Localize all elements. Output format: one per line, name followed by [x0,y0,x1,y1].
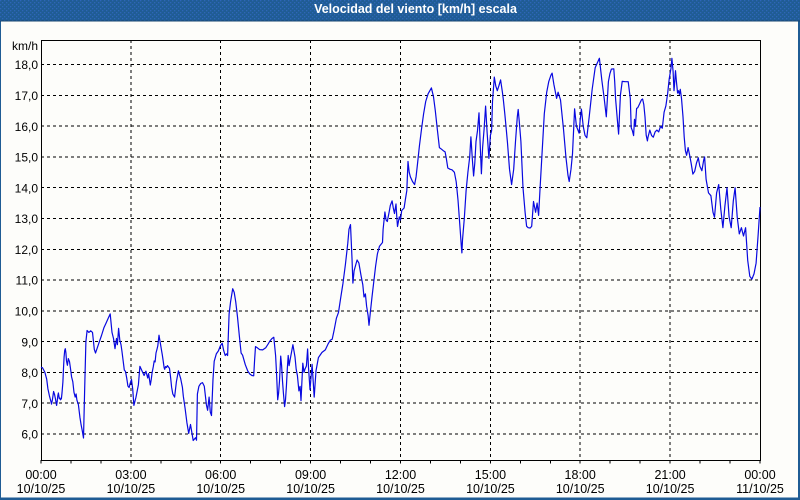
svg-text:11,0: 11,0 [16,274,39,288]
svg-text:10/10/25: 10/10/25 [556,482,605,496]
svg-text:10/10/25: 10/10/25 [286,482,335,496]
svg-text:11/10/25: 11/10/25 [736,482,784,496]
svg-text:6,0: 6,0 [21,428,38,442]
svg-text:16,0: 16,0 [15,120,39,134]
svg-text:10/10/25: 10/10/25 [466,482,515,496]
svg-text:09:00: 09:00 [295,468,326,482]
svg-text:00:00: 00:00 [25,468,56,482]
svg-text:12:00: 12:00 [385,468,416,482]
svg-text:10/10/25: 10/10/25 [196,482,245,496]
svg-text:10/10/25: 10/10/25 [17,482,66,496]
svg-text:10/10/25: 10/10/25 [376,482,425,496]
svg-text:00:00: 00:00 [744,468,775,482]
svg-text:10/10/25: 10/10/25 [107,482,156,496]
svg-text:06:00: 06:00 [205,468,236,482]
svg-text:18:00: 18:00 [565,468,596,482]
svg-text:8,0: 8,0 [21,366,38,380]
svg-text:10,0: 10,0 [15,305,39,319]
svg-text:9,0: 9,0 [21,335,38,349]
svg-text:12,0: 12,0 [15,243,39,257]
svg-text:15:00: 15:00 [475,468,506,482]
svg-text:15,0: 15,0 [15,151,39,165]
svg-text:7,0: 7,0 [21,397,38,411]
svg-text:21:00: 21:00 [654,468,685,482]
svg-text:18,0: 18,0 [15,58,39,72]
svg-text:17,0: 17,0 [15,89,39,103]
svg-text:km/h: km/h [12,39,38,53]
svg-text:14,0: 14,0 [15,181,39,195]
svg-text:13,0: 13,0 [15,212,39,226]
svg-text:Velocidad del viento [km/h] es: Velocidad del viento [km/h] escala [314,2,518,16]
svg-text:03:00: 03:00 [115,468,146,482]
svg-text:10/10/25: 10/10/25 [646,482,695,496]
